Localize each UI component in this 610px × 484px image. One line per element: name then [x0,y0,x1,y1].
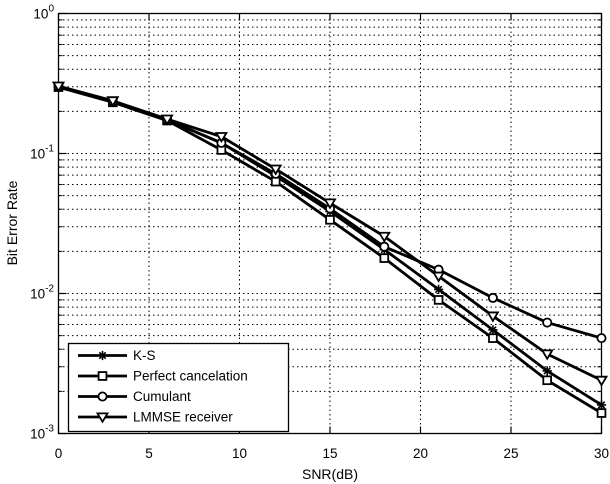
axes-box [57,12,603,435]
square-marker [97,371,108,381]
asterisk-marker [596,400,607,410]
x-tick-label: 25 [503,446,518,461]
triangle-down-marker [106,96,120,108]
asterisk-marker [542,366,552,376]
y-tick-label: 10-2 [30,284,54,302]
x-tick-label: 30 [594,446,609,461]
square-marker [325,215,335,225]
triangle-down-marker [51,81,66,93]
triangle-down-marker [269,164,283,176]
series-lmmse-receiver [51,81,609,387]
circle-marker [379,241,390,252]
triangle-down-marker [323,198,337,210]
legend-item-lmmse-receiver: LMMSE receiver [78,410,233,425]
legend-label: K-S [133,348,156,363]
circle-marker [97,391,108,402]
triangle-down-marker [377,231,391,243]
x-tick-label: 20 [413,446,428,461]
triangle-down-marker [95,412,110,424]
triangle-down-marker [160,114,174,126]
square-marker [433,295,444,305]
triangle-down-marker [594,375,609,387]
legend: K-S Perfect cancelation Cumulant LMMSE rece… [67,342,290,433]
legend-item-cumulant: Cumulant [78,389,191,404]
x-tick-label: 0 [55,446,63,461]
triangle-down-marker [432,271,446,283]
circle-marker [487,292,498,303]
asterisk-marker [97,350,108,361]
y-tick-label: 10-1 [30,144,54,162]
legend-item-k-s: K-S [78,348,156,363]
square-marker [379,253,390,263]
legend-item-perfect-cancelation: Perfect cancelation [78,369,248,384]
square-marker [542,375,552,386]
x-axis-title: SNR(dB) [302,466,358,482]
circle-marker [542,317,553,328]
legend-label: LMMSE receiver [133,410,233,425]
legend-label: Cumulant [133,389,191,404]
asterisk-marker [488,325,498,335]
triangle-down-marker [486,311,500,323]
triangle-down-marker [540,349,554,361]
square-marker [488,333,498,343]
legend-label: Perfect cancelation [133,369,248,384]
x-tick-label: 15 [322,446,337,461]
y-tick-label: 100 [33,4,54,22]
asterisk-marker [434,284,444,294]
circle-marker [596,333,607,344]
series-line [58,84,603,382]
y-axis-title: Bit Error Rate [4,180,20,265]
x-tick-label: 5 [145,446,153,461]
x-tick-label: 10 [232,446,247,461]
square-marker [270,176,281,187]
axis-labels: 0 5 10 15 20 25 30 100 10-1 10-2 10-3 SNR(dB) Bit Er… [4,4,609,483]
triangle-down-marker [214,132,228,144]
y-tick-label: 10-3 [30,424,54,442]
square-marker [596,408,607,418]
